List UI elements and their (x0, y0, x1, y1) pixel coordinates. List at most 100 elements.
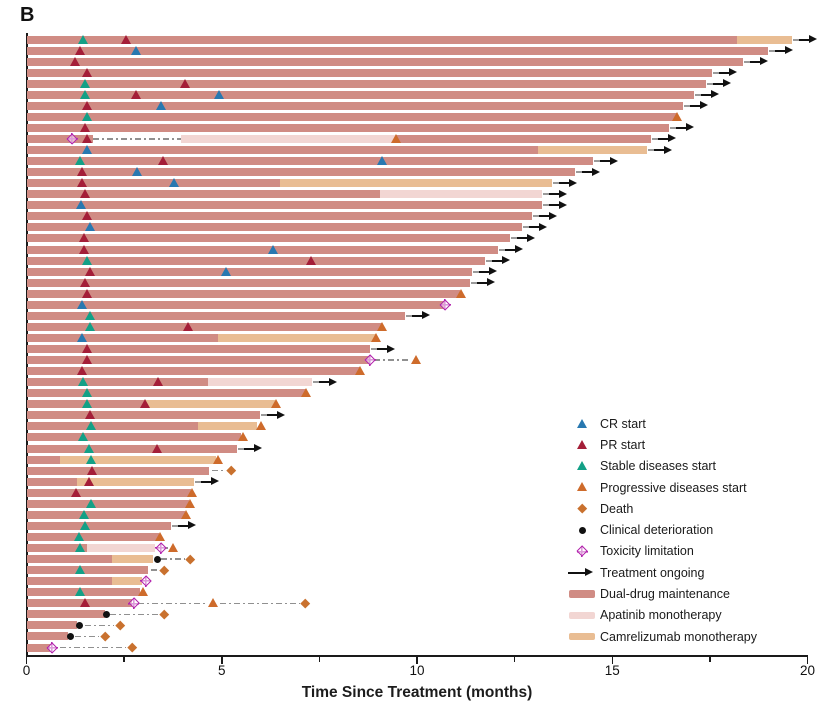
bar-segment-dual (26, 345, 371, 354)
off-treatment-dash-line (75, 635, 99, 638)
progressive-disease-marker (167, 543, 178, 553)
treatment-ongoing-arrow-head (760, 57, 769, 66)
progressive-disease-marker (671, 111, 682, 121)
pr-start-marker (81, 67, 92, 77)
stable-disease-marker (81, 399, 92, 409)
toxicity-limitation-marker (439, 299, 451, 311)
bar-segment-dual (26, 577, 113, 586)
death-marker (301, 598, 311, 608)
treatment-ongoing-arrow-tail (472, 270, 479, 273)
pr-start-marker (80, 277, 91, 287)
treatment-ongoing-arrow-tail (195, 480, 202, 483)
treatment-ongoing-arrow-tail (260, 414, 267, 417)
treatment-ongoing-arrow-tail (238, 447, 245, 450)
off-treatment-dash-line (92, 138, 181, 140)
pr-start-marker (179, 78, 190, 88)
bar-segment-dual (26, 134, 93, 143)
bar-segment-dual (26, 179, 281, 188)
death-marker (159, 609, 169, 619)
bar-segment-dual (26, 455, 61, 464)
treatment-ongoing-arrow-tail (712, 71, 719, 74)
pr-start-marker (78, 244, 89, 254)
x-axis-minor-tick (513, 657, 516, 662)
treatment-ongoing-arrow (689, 104, 701, 107)
x-axis-major-tick (25, 657, 28, 664)
bar-segment-dual (26, 123, 669, 132)
treatment-ongoing-arrow-head (558, 200, 567, 209)
treatment-ongoing-arrow (201, 480, 213, 483)
treatment-ongoing-arrow-tail (652, 137, 659, 140)
legend-item: Apatinib monotherapy (566, 605, 757, 626)
stable-disease-marker (80, 520, 91, 530)
pr-start-marker (86, 465, 97, 475)
cr-start-marker (376, 156, 387, 166)
bar-segment-dual (26, 278, 470, 287)
cr-start-marker (131, 45, 142, 55)
pr-start-marker (82, 355, 93, 365)
treatment-ongoing-arrow-tail (552, 182, 559, 185)
bar-segment-dual (26, 610, 105, 619)
bar-segment-dual (26, 311, 406, 320)
treatment-ongoing-arrow-head (609, 156, 618, 165)
progressive-disease-marker (155, 531, 166, 541)
treatment-ongoing-arrow-head (254, 444, 263, 453)
cr-start-marker (220, 266, 231, 276)
bar-segment-dual (395, 134, 652, 143)
treatment-ongoing-arrow (658, 137, 670, 140)
off-treatment-dash-line (151, 569, 161, 571)
legend-label: Progressive diseases start (600, 480, 747, 495)
toxicity-limitation-marker (46, 642, 58, 654)
treatment-ongoing-arrow-tail (769, 49, 776, 52)
treatment-ongoing-arrow-tail (542, 193, 549, 196)
bar-segment-dual (26, 146, 539, 155)
legend-label: Dual-drug maintenance (600, 587, 730, 602)
bar-segment-dual (26, 411, 260, 420)
stable-disease-marker-icon (577, 461, 587, 471)
treatment-ongoing-arrow-head (486, 278, 495, 287)
bar-segment-dual (26, 488, 192, 497)
treatment-ongoing-arrow-head (526, 233, 535, 242)
bar-segment-dual (26, 190, 380, 199)
pr-start-marker (81, 100, 92, 110)
bar-segment-dual (26, 599, 132, 608)
legend-item: Progressive diseases start (566, 477, 757, 498)
cr-start-marker (81, 145, 92, 155)
x-axis-major-tick (416, 657, 418, 664)
off-treatment-dash-line (374, 359, 412, 361)
treatment-ongoing-arrow-head (276, 410, 285, 419)
treatment-ongoing-arrow (516, 237, 528, 240)
y-axis-line (26, 33, 28, 656)
treatment-ongoing-arrow-tail (744, 60, 751, 63)
bar-segment-camr (60, 455, 216, 464)
progressive-disease-marker (212, 454, 223, 464)
x-axis-major-tick (611, 657, 613, 664)
stable-disease-marker (83, 443, 94, 453)
death-marker (100, 631, 110, 642)
treatment-ongoing-arrow-head (664, 145, 673, 154)
progressive-disease-marker (255, 421, 266, 431)
progressive-disease-marker (370, 332, 381, 342)
treatment-ongoing-arrow (505, 248, 517, 251)
pr-start-marker (152, 443, 163, 453)
pr-start-marker (82, 288, 93, 298)
clinical-deterioration-marker (103, 610, 111, 618)
clinical-deterioration-marker (76, 621, 84, 629)
toxicity-limitation-marker-icon (576, 545, 588, 557)
x-axis-tick-label: 5 (217, 663, 226, 678)
pr-start-marker (82, 211, 93, 221)
off-treatment-dash-line (219, 602, 300, 605)
bar-segment-dual (26, 566, 148, 575)
progressive-disease-marker (355, 366, 366, 376)
stable-disease-marker (78, 432, 89, 442)
toxicity-limitation-marker (140, 575, 152, 587)
bar-segment-dual (26, 168, 576, 177)
pr-start-marker (153, 377, 164, 387)
legend-label: Treatment ongoing (600, 565, 705, 580)
treatment-ongoing-arrow-tail (792, 38, 799, 41)
treatment-ongoing-arrow-head (328, 377, 337, 386)
legend: CR start PR start Stable diseases start Pro… (566, 413, 757, 647)
treatment-ongoing-arrow-tail (683, 104, 690, 107)
pr-start-marker (158, 156, 169, 166)
treatment-ongoing-arrow-head (515, 245, 524, 254)
